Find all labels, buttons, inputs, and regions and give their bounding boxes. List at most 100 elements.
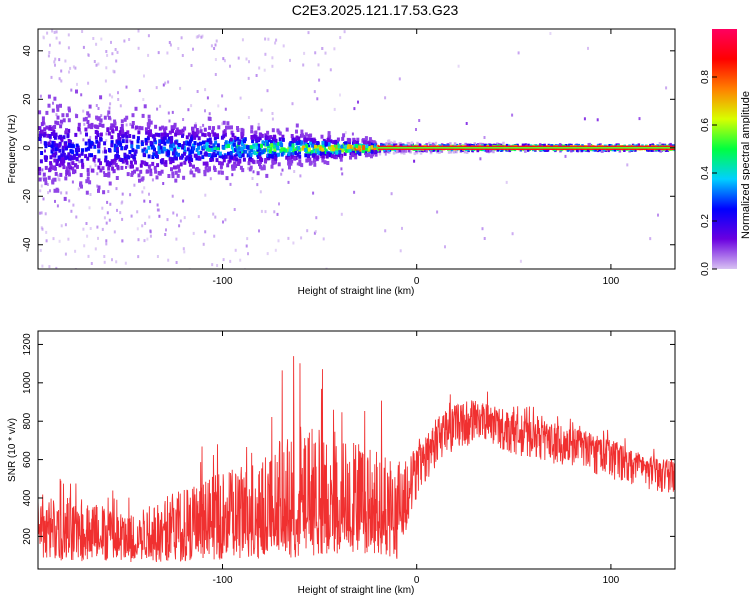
spectrogram-cell	[244, 149, 248, 154]
spectrogram-cell	[157, 51, 160, 55]
spectrogram-cell	[463, 150, 467, 154]
spectrogram-cell	[189, 135, 193, 140]
spectrogram-cell	[270, 154, 274, 159]
spectrogram-cell	[222, 158, 226, 163]
spectrogram-cell	[307, 134, 311, 139]
spectrogram-cell	[129, 160, 133, 165]
spectrogram-cell	[63, 141, 67, 146]
spectrogram-cell	[333, 144, 337, 149]
snr-y-tick-label: 200	[22, 528, 33, 545]
spectrogram-cell	[204, 230, 207, 234]
colorbar-title: Normalized spectral amplitude	[740, 91, 750, 239]
spectrogram-cell	[303, 134, 307, 139]
spectrogram-cell	[276, 145, 280, 150]
spectrogram-cell	[70, 161, 73, 165]
spectrogram-cell	[40, 184, 43, 188]
spectrogram-cell	[194, 153, 198, 158]
spectrogram-cell	[94, 163, 97, 167]
spectrogram-cell	[351, 153, 355, 158]
spectrogram-cell	[444, 245, 446, 249]
spectrogram-cell	[169, 43, 172, 47]
spectrogram-cell	[303, 51, 306, 55]
spectrogram-cell	[51, 180, 55, 185]
spectrogram-cell	[358, 151, 361, 155]
spectrogram-cell	[171, 174, 175, 179]
spectrogram-cell	[153, 165, 157, 170]
spectrogram-cell	[234, 248, 237, 252]
spectrogram-cell	[367, 141, 371, 146]
spectrogram-cell	[158, 139, 162, 144]
spectrogram-cell	[174, 170, 178, 175]
spectrogram-cell	[202, 145, 206, 150]
spectrogram-cell	[521, 143, 525, 147]
spectrogram-cell	[383, 144, 387, 147]
spectrogram-cell	[170, 125, 174, 130]
spectrogram-cell	[315, 216, 318, 220]
spectrogram-cell	[193, 124, 197, 129]
spectrogram-cell	[251, 145, 255, 150]
spectrogram-cell	[309, 160, 313, 165]
spectrogram-cell	[145, 169, 149, 174]
spectrogram-cell	[638, 117, 641, 121]
spectrogram-cell	[65, 169, 69, 174]
spectrogram-cell	[56, 115, 60, 120]
spectrogram-cell	[147, 132, 151, 137]
colorbar-tick-label: 0.0	[700, 262, 711, 276]
spectrogram-cell	[136, 136, 140, 141]
spectrogram-cell	[332, 147, 336, 152]
spectrogram-cell	[72, 170, 75, 175]
spectrogram-cell	[182, 141, 186, 146]
spectrogram-cell	[95, 63, 98, 67]
spectrogram-cell	[256, 147, 260, 152]
spectrogram-cell	[154, 124, 158, 129]
spectrogram-cell	[64, 146, 68, 151]
snr-y-tick-label: 1200	[22, 333, 33, 356]
spectrogram-cell	[634, 148, 637, 152]
spectrogram-cell	[155, 151, 159, 156]
spectrogram-cell	[466, 143, 469, 147]
spectrogram-cell	[54, 147, 58, 152]
spectrogram-cell	[297, 145, 301, 150]
spectrogram-cell	[97, 165, 101, 170]
spectrogram-cell	[204, 166, 208, 171]
spectrogram-cell	[182, 175, 186, 180]
spectrogram-cell	[205, 161, 209, 166]
spectrogram-cell	[307, 31, 310, 35]
spectrogram-cell	[70, 143, 74, 148]
spectrogram-cell	[149, 120, 153, 125]
spectrogram-cell	[163, 127, 166, 132]
spectrogram-cell	[449, 142, 452, 146]
spectrogram-cell	[357, 146, 361, 151]
spectrogram-cell	[306, 229, 309, 233]
spectrogram-cell	[105, 221, 108, 225]
spectrogram-cell	[219, 164, 223, 169]
spectrogram-cell	[68, 70, 70, 74]
spectrogram-cell	[258, 162, 261, 167]
spectrogram-cell	[340, 167, 343, 171]
spectrogram-cell	[558, 143, 562, 147]
spectrogram-cell	[167, 111, 170, 115]
spectrogram-cell	[173, 147, 177, 152]
spectrogram-cell	[86, 168, 90, 173]
spectrogram-cell	[172, 124, 176, 129]
spectrogram-cell	[229, 259, 232, 263]
spectrogram-cell	[215, 158, 219, 163]
spectrogram-cell	[141, 148, 145, 153]
spectrogram-cell	[287, 236, 290, 240]
spectrogram-cell	[336, 143, 340, 148]
spectrogram-cell	[108, 106, 111, 110]
spectrogram-cell	[207, 132, 211, 137]
spectrogram-cell	[44, 158, 48, 162]
spectrogram-cell	[203, 152, 207, 157]
spectrogram-cell	[84, 127, 88, 132]
spectrogram-cell	[76, 146, 80, 151]
spectrogram-cell	[266, 130, 270, 135]
spectrogram-cell	[56, 158, 60, 163]
spectrogram-cell	[342, 133, 346, 138]
spectrogram-cell	[181, 128, 185, 133]
spectrogram-cell	[133, 169, 136, 174]
spectrogram-cell	[47, 103, 51, 108]
snr-x-axis-title: Height of straight line (km)	[298, 585, 415, 596]
spectrogram-cell	[258, 147, 262, 152]
spectrogram-y-tick-label: 40	[22, 45, 33, 57]
